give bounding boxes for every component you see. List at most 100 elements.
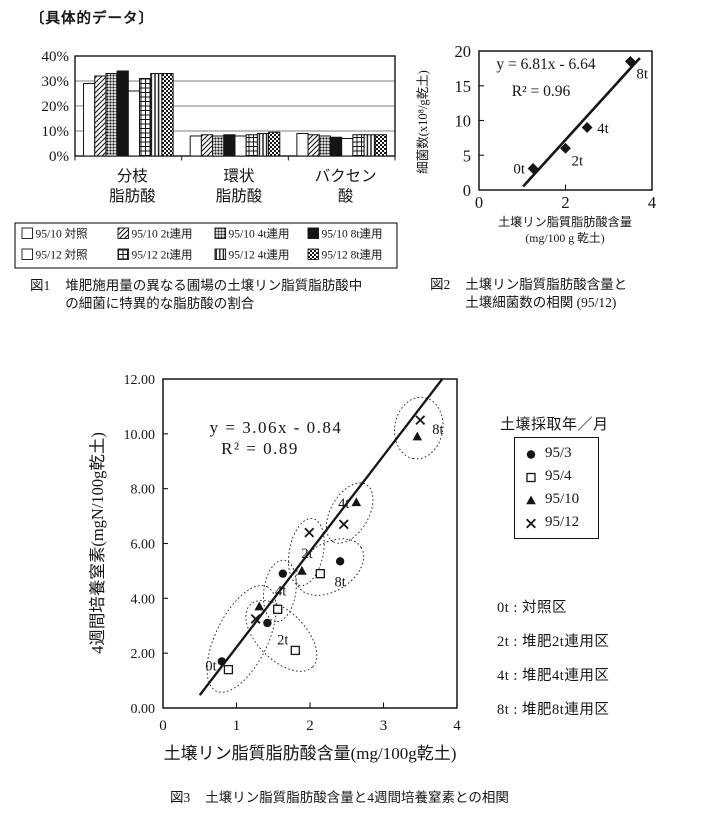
r-squared-label: R² = 0.96: [512, 83, 571, 100]
treatment-note: 8t : 堆肥8t連用区: [497, 702, 610, 718]
circle-marker-icon: [526, 449, 536, 459]
legend-label: 95/10 8t連用: [322, 227, 383, 241]
legend-entry-label: 95/4: [545, 468, 572, 484]
y-tick-label: 0.00: [131, 702, 156, 717]
fig2-plot: 0 5 10 15 20 0 2 4 y = 6.81x - 6.64 R² = 0.96 土壌リン…: [415, 42, 656, 245]
cluster-ellipse: [287, 518, 325, 586]
trendline: [198, 378, 444, 696]
diamond-marker: [560, 142, 571, 154]
x-marker-icon: [526, 518, 536, 528]
trendline: [522, 57, 641, 188]
x-tick-label: 2: [306, 718, 314, 734]
equation-label: y = 3.06x - 0.84: [210, 418, 343, 437]
cluster-ellipse: [325, 482, 374, 544]
category-label: 脂肪酸: [109, 187, 156, 205]
square-marker: [315, 569, 325, 579]
legend-label: 95/12 4t連用: [229, 248, 290, 262]
y-tick-label: 20%: [42, 99, 70, 115]
x-marker: [415, 415, 426, 426]
point-label: 4t: [597, 121, 610, 137]
square-marker: [223, 664, 234, 675]
fig3-legend: 土壌採取年／月 95/3 95/4 95/10 95/12: [500, 413, 609, 539]
y-tick-label: 0: [463, 181, 471, 200]
y-tick-label: 30%: [42, 74, 70, 90]
legend-label: 95/12 2t連用: [132, 248, 193, 262]
cluster-ellipse: [206, 585, 277, 693]
y-axis-label: 細菌数(x10⁸/g乾土): [415, 70, 430, 174]
triangle-marker: [351, 497, 362, 507]
fig2-caption-label: 図2: [430, 277, 451, 292]
bar: [307, 134, 320, 157]
bar: [341, 138, 354, 157]
bar: [256, 133, 270, 157]
circle-marker: [217, 657, 226, 666]
fig2-caption-text: 土壌リン脂質脂肪酸含量と 土壌細菌数の相関 (95/12): [465, 277, 628, 310]
cluster-ellipse: [295, 538, 365, 596]
y-tick-label: 5: [463, 146, 471, 165]
legend-label: 95/12 対照: [36, 248, 88, 262]
cluster-ellipses: 0t 2t 2t 4t 4t 8t 8t: [205, 396, 444, 693]
fig3-plot: 0.00 2.00 4.00 6.00 8.00 10.00 12.00 0 1 2 3 4 y = 3…: [88, 373, 461, 763]
scatter-points: 0t 2t 4t 8t: [513, 56, 649, 177]
fig3-legend-title: 土壌採取年／月: [500, 417, 609, 433]
legend-label: 95/10 対照: [36, 227, 88, 241]
category-label: 脂肪酸: [216, 187, 263, 205]
fig3-caption-text: 土壌リン脂質脂肪酸含量と4週間培養窒素との相関: [205, 790, 509, 805]
treatment-note: 0t : 対照区: [497, 600, 568, 616]
cluster-ellipse: [394, 396, 444, 460]
cluster-label: 4t: [275, 584, 286, 600]
fig2-scatter-chart: 0 5 10 15 20 0 2 4 y = 6.81x - 6.64 R² = 0.96 土壌リン…: [415, 42, 656, 245]
square-marker-icon: [526, 472, 536, 482]
triangle-marker: [297, 565, 307, 575]
diamond-marker: [581, 122, 593, 133]
diamond-marker: [624, 56, 636, 67]
fig3-treatment-notes: 0t : 対照区 2t : 堆肥2t連用区 4t : 堆肥4t連用区 8t : 堆肥8…: [497, 596, 609, 732]
cluster-label: 2t: [277, 632, 288, 648]
y-axis-label: 4週間培養窒素(mgN/100g乾土): [88, 432, 107, 654]
legend-swatch: [307, 227, 319, 239]
legend-swatch: [21, 227, 33, 239]
cluster-label: 0t: [205, 659, 216, 675]
bar: [200, 134, 214, 157]
x-tick-label: 1: [233, 718, 241, 734]
diamond-marker: [527, 163, 539, 174]
triangle-marker: [254, 601, 265, 611]
x-axis-label: 土壌リン脂質脂肪酸含量: [498, 214, 632, 229]
r-squared-label: R² = 0.89: [221, 439, 299, 458]
bar: [83, 83, 96, 157]
legend-entry: 95/4: [524, 465, 598, 488]
legend-frame: [14, 222, 398, 269]
fig3-scatter-chart: 0.00 2.00 4.00 6.00 8.00 10.00 12.00 0 1 2 3 4 y = 3…: [88, 373, 461, 763]
y-tick-label: 40%: [42, 49, 70, 65]
square-marker: [273, 604, 283, 614]
y-tick-label: 2.00: [131, 647, 156, 662]
bar: [363, 134, 376, 157]
circle-marker: [278, 569, 288, 578]
legend-swatch: [21, 248, 33, 260]
x-marker: [526, 518, 536, 528]
bar: [223, 134, 236, 157]
cluster-label: 8t: [334, 574, 345, 590]
legend-swatch: [214, 227, 226, 239]
cluster-label: 2t: [301, 546, 312, 562]
bar: [329, 136, 343, 157]
fig1-caption-text: 堆肥施用量の異なる圃場の土壌リン脂質脂肪酸中 の細菌に特異的な脂肪酸の割合: [65, 278, 363, 311]
fig2-caption: 図2 土壌リン脂質脂肪酸含量と 土壌細菌数の相関 (95/12): [430, 276, 627, 312]
y-tick-label: 12.00: [124, 373, 156, 388]
y-tick-label: 4.00: [131, 592, 156, 607]
square-marker: [526, 472, 536, 482]
y-tick-label: 0%: [49, 149, 69, 165]
category-label: 環状: [223, 167, 255, 185]
legend-entry-label: 95/12: [545, 514, 580, 530]
x-axis-unit-label: (mg/100 g 乾土): [525, 231, 604, 245]
bar: [268, 131, 281, 157]
legend-entry: 95/10: [524, 488, 598, 511]
bar: [374, 134, 387, 157]
fig1-caption-label: 図1: [30, 278, 51, 293]
y-tick-label: 6.00: [131, 538, 156, 553]
y-tick-label: 10%: [42, 124, 70, 140]
bar: [212, 135, 225, 157]
bar: [318, 135, 331, 157]
